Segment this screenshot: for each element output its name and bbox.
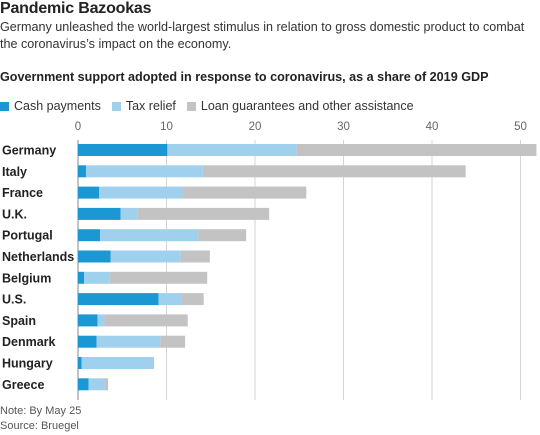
bar-denmark-loan-guarantees-and-other-assistance bbox=[160, 335, 186, 348]
subtitle-line-2: the coronavirus’s impact on the economy. bbox=[0, 37, 232, 51]
x-tick-label-20: 20 bbox=[249, 121, 262, 133]
category-label-greece: Greece bbox=[2, 378, 44, 392]
subtitle-line-1: Germany unleashed the world-largest stim… bbox=[0, 20, 525, 34]
bar-italy-cash-payments bbox=[78, 165, 86, 178]
bar-u-s-cash-payments bbox=[78, 293, 159, 306]
bar-italy-loan-guarantees-and-other-assistance bbox=[202, 165, 466, 178]
chart-legend: Cash payments Tax relief Loan guarantees… bbox=[0, 99, 425, 113]
bar-netherlands-cash-payments bbox=[78, 250, 111, 263]
bar-netherlands-tax-relief bbox=[110, 250, 181, 263]
bar-hungary-cash-payments bbox=[78, 357, 82, 369]
category-label-u-s: U.S. bbox=[2, 293, 26, 307]
category-label-belgium: Belgium bbox=[2, 271, 51, 285]
x-tick-label-30: 30 bbox=[337, 121, 350, 133]
bar-portugal-loan-guarantees-and-other-assistance bbox=[198, 229, 247, 242]
bar-greece-cash-payments bbox=[78, 378, 89, 391]
bar-hungary-tax-relief bbox=[81, 357, 155, 369]
bar-u-k-cash-payments bbox=[78, 207, 121, 220]
category-label-germany: Germany bbox=[2, 144, 56, 158]
bar-spain-loan-guarantees-and-other-assistance bbox=[104, 314, 188, 327]
bar-denmark-cash-payments bbox=[78, 335, 97, 348]
x-tick-label-10: 10 bbox=[160, 121, 173, 133]
bar-belgium-cash-payments bbox=[78, 271, 85, 284]
chart-subtitle: Germany unleashed the world-largest stim… bbox=[0, 19, 540, 53]
bar-netherlands-loan-guarantees-and-other-assistance bbox=[180, 250, 210, 263]
bar-germany-loan-guarantees-and-other-assistance bbox=[296, 144, 537, 156]
footer-source: Source: Bruegel bbox=[0, 420, 79, 432]
chart-title-heading: Pandemic Bazookas bbox=[0, 0, 152, 17]
x-tick-label-50: 50 bbox=[514, 121, 527, 133]
category-label-spain: Spain bbox=[2, 314, 36, 328]
category-label-netherlands: Netherlands bbox=[2, 250, 74, 264]
bar-germany-tax-relief bbox=[167, 144, 297, 156]
bar-belgium-tax-relief bbox=[84, 271, 110, 284]
x-tick-label-0: 0 bbox=[75, 121, 81, 133]
bar-france-cash-payments bbox=[78, 186, 100, 199]
bar-belgium-loan-guarantees-and-other-assistance bbox=[109, 271, 208, 284]
legend-label-tax: Tax relief bbox=[125, 99, 176, 113]
legend-label-cash: Cash payments bbox=[14, 99, 101, 113]
bar-u-k-loan-guarantees-and-other-assistance bbox=[137, 207, 270, 220]
bar-greece-tax-relief bbox=[88, 378, 105, 391]
footer-note: Note: By May 25 bbox=[0, 405, 82, 417]
legend-label-loan: Loan guarantees and other assistance bbox=[200, 99, 414, 113]
bar-germany-cash-payments bbox=[78, 144, 168, 156]
stacked-bar-chart: 0 10 20 30 40 50 Germany Italy France U.K. Portuga… bbox=[2, 121, 537, 400]
category-label-denmark: Denmark bbox=[2, 335, 56, 349]
bar-portugal-tax-relief bbox=[100, 229, 199, 242]
legend-item-tax: Tax relief bbox=[111, 99, 176, 113]
bar-italy-tax-relief bbox=[85, 165, 203, 178]
bar-france-loan-guarantees-and-other-assistance bbox=[182, 186, 307, 199]
category-label-u-k: U.K. bbox=[2, 207, 27, 221]
bar-u-k-tax-relief bbox=[120, 207, 138, 220]
bar-spain-cash-payments bbox=[78, 314, 98, 327]
legend-swatch-cash bbox=[0, 101, 9, 111]
category-label-italy: Italy bbox=[2, 165, 27, 179]
bar-greece-loan-guarantees-and-other-assistance bbox=[104, 378, 109, 391]
chart-caption: Government support adopted in response t… bbox=[0, 70, 489, 84]
x-tick-label-40: 40 bbox=[426, 121, 439, 133]
bar-spain-tax-relief bbox=[97, 314, 105, 327]
bar-portugal-cash-payments bbox=[78, 229, 101, 242]
category-label-portugal: Portugal bbox=[2, 229, 53, 243]
legend-swatch-tax bbox=[111, 101, 121, 111]
bar-france-tax-relief bbox=[99, 186, 183, 199]
category-label-france: France bbox=[2, 186, 43, 200]
legend-item-cash: Cash payments bbox=[0, 99, 101, 113]
bar-u-s-tax-relief bbox=[158, 293, 182, 306]
legend-swatch-loan bbox=[186, 101, 196, 111]
bar-denmark-tax-relief bbox=[96, 335, 161, 348]
category-label-hungary: Hungary bbox=[2, 357, 53, 371]
bar-u-s-loan-guarantees-and-other-assistance bbox=[181, 293, 204, 306]
legend-item-loan: Loan guarantees and other assistance bbox=[186, 99, 414, 113]
